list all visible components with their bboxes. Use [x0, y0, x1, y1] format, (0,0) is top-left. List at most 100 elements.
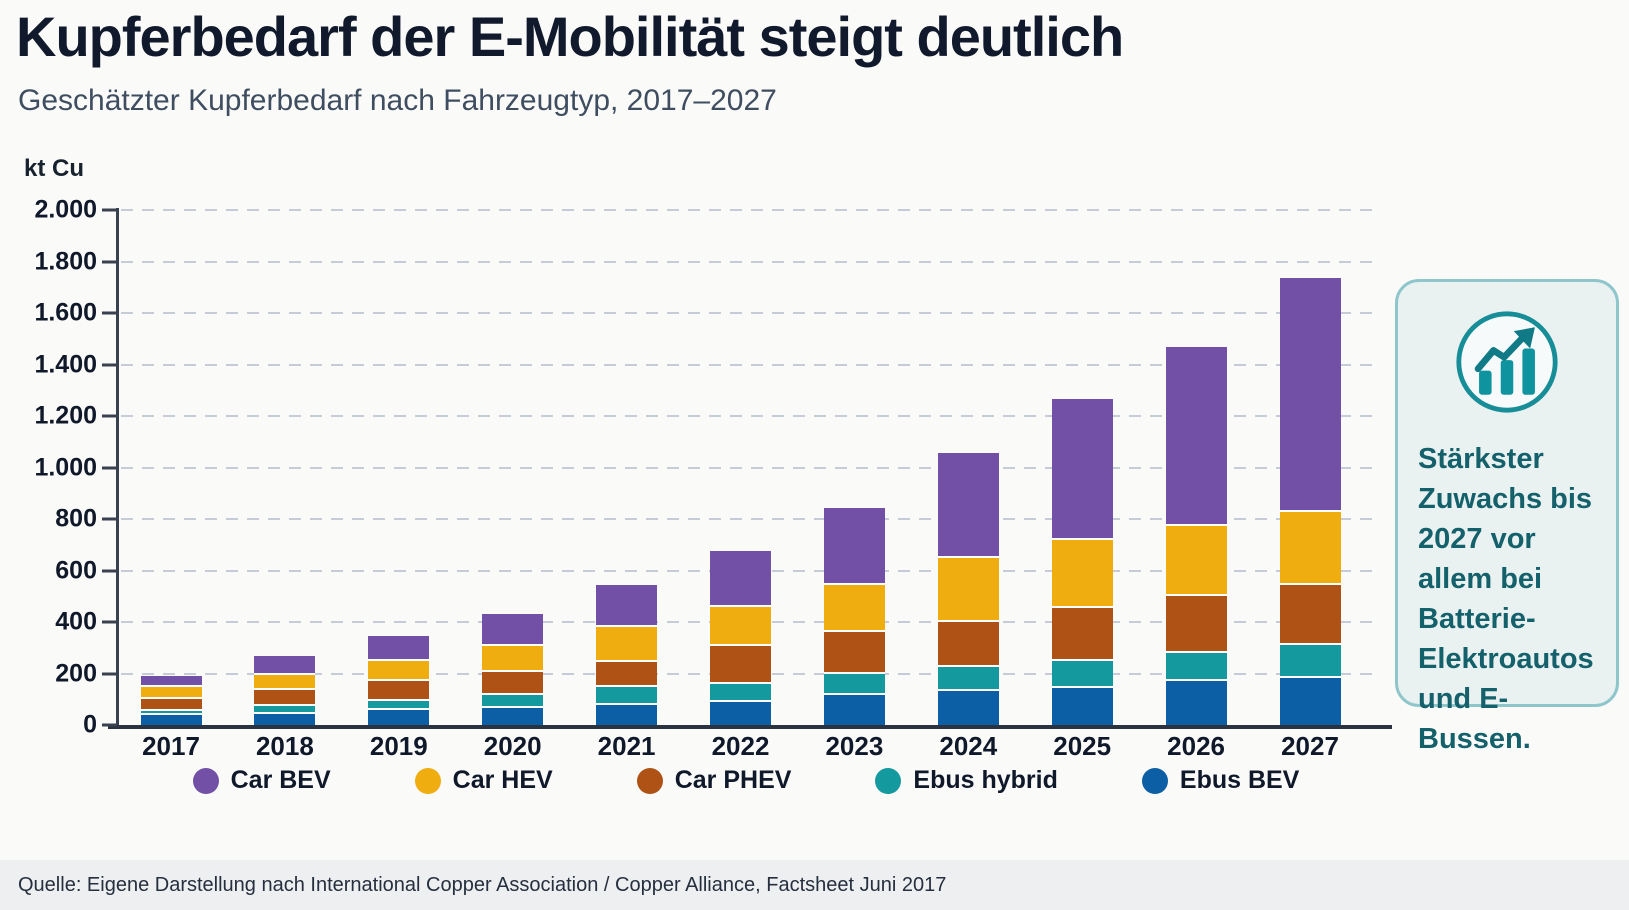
legend-label: Car BEV: [230, 766, 331, 794]
legend-dot-icon: [192, 767, 219, 794]
stacked-bar-2023: [823, 507, 885, 725]
y-axis-unit-label: kt Cu: [24, 155, 84, 182]
y-tick-label: 1.200: [34, 401, 97, 430]
legend-dot-icon: [636, 767, 663, 794]
bar-segment-ebus-hybrid: [368, 698, 430, 708]
bar-segment-ebus-hybrid: [482, 692, 544, 707]
bar-segment-ebus-bev: [254, 711, 316, 725]
legend-label: Car HEV: [452, 766, 553, 794]
bar-segment-car-bev: [596, 584, 658, 626]
legend-item-car-bev: Car BEV: [192, 766, 331, 795]
bar-segment-ebus-bev: [710, 699, 771, 725]
stacked-bar-2022: [710, 551, 771, 725]
stacked-bar-2024: [937, 453, 999, 725]
bar-segment-car-bev: [482, 614, 544, 645]
bar-segment-ebus-bev: [1051, 685, 1113, 725]
y-tick-mark: [102, 466, 117, 469]
bar-segment-car-bev: [254, 656, 316, 673]
y-tick-label: 800: [55, 504, 97, 533]
y-tick-mark: [102, 672, 117, 675]
y-tick-label: 1.600: [34, 298, 97, 327]
annotation-callout: Stärkster Zuwachs bis 2027 vor allem bei…: [1395, 279, 1619, 755]
bar-segment-ebus-bev: [596, 702, 658, 725]
y-axis-line: [116, 208, 119, 727]
bar-segment-ebus-bev: [368, 707, 430, 725]
bar-segment-car-bev: [1165, 346, 1227, 525]
y-tick-mark: [102, 620, 117, 624]
gridline: [121, 466, 1375, 469]
bar-segment-ebus-bev: [1165, 679, 1227, 725]
legend-label: Car PHEV: [674, 766, 792, 794]
legend-item-car-phev: Car PHEV: [636, 766, 792, 795]
y-tick-mark: [102, 414, 117, 418]
bar-segment-car-hev: [254, 672, 316, 689]
x-tick-label: 2018: [255, 731, 314, 761]
y-tick-mark: [102, 723, 117, 727]
bar-segment-car-hev: [1051, 537, 1113, 607]
x-tick-label: 2027: [1281, 731, 1339, 761]
y-tick-label: 1.000: [34, 453, 97, 481]
y-tick-label: 400: [55, 607, 97, 636]
bar-segment-car-phev: [482, 670, 544, 693]
x-tick-label: 2020: [483, 731, 542, 761]
bar-segment-car-bev: [710, 551, 771, 605]
stacked-bar-2021: [596, 584, 658, 725]
page-subtitle: Geschätzter Kupferbedarf nach Fahrzeugty…: [18, 84, 777, 117]
stacked-bar-2019: [368, 635, 430, 725]
bar-segment-car-phev: [1051, 606, 1113, 659]
legend-dot-icon: [414, 767, 441, 794]
y-tick-label: 1.400: [34, 350, 97, 378]
x-tick-label: 2024: [939, 731, 998, 761]
stacked-bar-2017: [140, 675, 202, 725]
gridline: [121, 260, 1375, 263]
legend-dot-icon: [1141, 767, 1168, 794]
bar-segment-car-hev: [937, 556, 999, 620]
footer-bar: Quelle: Eigene Darstellung nach Internat…: [0, 860, 1629, 910]
plot-area: [117, 209, 1375, 725]
bar-segment-ebus-bev: [937, 689, 999, 725]
gridline: [121, 518, 1375, 520]
y-tick-label: 2.000: [34, 195, 97, 224]
x-tick-label: 2022: [711, 731, 770, 761]
gridline: [121, 415, 1375, 417]
legend-dot-icon: [875, 767, 902, 794]
x-axis: 2017 2018 2019 2020 2021 2022 2023 2024 2025 2026…: [117, 731, 1375, 765]
bar-segment-ebus-hybrid: [1279, 642, 1341, 677]
trend-up-chart-icon: [1456, 311, 1558, 413]
bar-segment-ebus-bev: [823, 693, 885, 725]
bar-segment-car-hev: [1165, 524, 1227, 595]
x-tick-label: 2017: [142, 731, 200, 761]
bar-segment-ebus-hybrid: [1165, 651, 1227, 680]
y-tick-mark: [102, 260, 117, 263]
bar-segment-car-bev: [823, 507, 885, 583]
bar-segment-car-hev: [368, 658, 430, 680]
bar-segment-car-hev: [596, 625, 658, 660]
y-tick-mark: [102, 311, 117, 315]
y-tick-label: 0: [83, 710, 97, 739]
stacked-bar-2027: [1279, 278, 1341, 725]
chart-legend: Car BEV Car HEV Car PHEV Ebus hybrid Ebus BE…: [117, 766, 1375, 795]
stacked-bar-2018: [254, 656, 316, 725]
x-tick-label: 2019: [369, 731, 428, 761]
legend-item-ebus-bev: Ebus BEV: [1141, 766, 1299, 795]
bar-segment-ebus-hybrid: [140, 708, 202, 714]
bar-segment-ebus-hybrid: [823, 672, 885, 694]
bar-segment-car-bev: [1051, 399, 1113, 538]
gridline: [121, 363, 1375, 366]
bar-segment-ebus-hybrid: [710, 681, 771, 700]
bar-segment-car-phev: [710, 644, 771, 682]
bar-segment-ebus-hybrid: [254, 704, 316, 712]
bar-segment-ebus-hybrid: [937, 665, 999, 690]
y-tick-label: 200: [55, 659, 97, 687]
bar-segment-car-phev: [1279, 583, 1341, 643]
bar-segment-ebus-bev: [140, 713, 202, 725]
source-text: Quelle: Eigene Darstellung nach Internat…: [18, 873, 947, 896]
page-title: Kupferbedarf der E-Mobilität steigt deut…: [16, 5, 1124, 68]
stacked-bar-2020: [482, 614, 544, 725]
stacked-bar-2026: [1165, 346, 1227, 725]
bar-segment-car-bev: [140, 675, 202, 686]
bar-segment-ebus-bev: [482, 706, 544, 725]
bar-segment-car-bev: [1279, 278, 1341, 511]
bar-segment-car-phev: [140, 697, 202, 709]
bar-segment-car-bev: [937, 453, 999, 557]
